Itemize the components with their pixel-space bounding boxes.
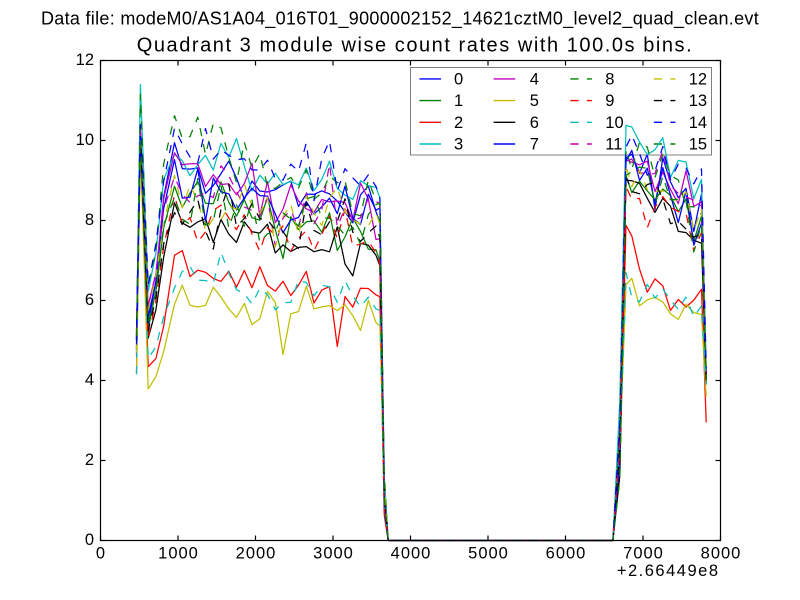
- svg-text:1000: 1000: [158, 544, 199, 562]
- svg-text:15: 15: [689, 136, 707, 154]
- svg-text:4000: 4000: [391, 544, 432, 562]
- svg-text:6: 6: [85, 291, 94, 309]
- svg-text:8: 8: [85, 211, 94, 229]
- svg-text:Quadrant 3 module wise count r: Quadrant 3 module wise count rates with …: [137, 35, 693, 57]
- svg-text:11: 11: [605, 136, 622, 154]
- svg-text:6: 6: [530, 114, 539, 132]
- svg-text:6000: 6000: [546, 544, 587, 562]
- svg-text:3: 3: [454, 136, 463, 154]
- svg-text:9: 9: [605, 92, 614, 110]
- svg-text:3000: 3000: [313, 544, 354, 562]
- svg-text:7: 7: [530, 136, 539, 154]
- svg-text:5: 5: [530, 92, 539, 110]
- svg-text:4: 4: [85, 371, 94, 389]
- svg-text:0: 0: [85, 531, 94, 549]
- svg-text:7000: 7000: [623, 544, 664, 562]
- svg-text:4: 4: [530, 70, 539, 88]
- svg-text:1: 1: [454, 92, 463, 110]
- svg-text:+2.66449e8: +2.66449e8: [617, 562, 720, 580]
- svg-text:0: 0: [96, 544, 106, 562]
- svg-text:12: 12: [76, 51, 94, 69]
- svg-text:2000: 2000: [236, 544, 277, 562]
- svg-text:12: 12: [689, 70, 707, 88]
- svg-text:2: 2: [85, 451, 94, 469]
- svg-text:10: 10: [76, 131, 94, 149]
- svg-text:2: 2: [454, 114, 463, 132]
- svg-text:10: 10: [605, 114, 623, 132]
- svg-text:14: 14: [689, 114, 707, 132]
- svg-text:Data file: modeM0/AS1A04_016T0: Data file: modeM0/AS1A04_016T01_90000021…: [41, 9, 759, 30]
- svg-text:0: 0: [454, 70, 463, 88]
- svg-text:8: 8: [605, 70, 614, 88]
- svg-text:13: 13: [689, 92, 707, 110]
- svg-text:5000: 5000: [468, 544, 509, 562]
- svg-text:8000: 8000: [701, 544, 742, 562]
